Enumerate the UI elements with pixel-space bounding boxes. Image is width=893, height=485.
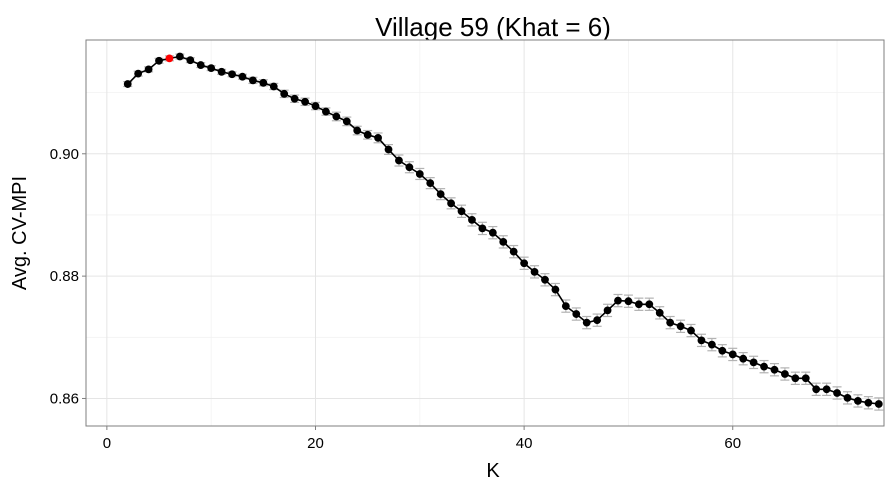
data-point (791, 374, 800, 383)
x-axis: 0 20 40 60 (103, 426, 741, 452)
data-point (186, 56, 195, 65)
data-point (207, 64, 216, 73)
data-point (426, 179, 435, 188)
data-point (676, 322, 685, 331)
x-tick-label: 60 (724, 435, 741, 452)
data-point (551, 285, 560, 294)
data-point (509, 247, 518, 256)
x-tick-label: 40 (516, 435, 533, 452)
data-point (541, 275, 549, 284)
data-point (488, 228, 497, 237)
data-point (624, 297, 633, 306)
data-point (415, 170, 424, 178)
data-point (353, 126, 362, 135)
data-point (196, 61, 205, 69)
data-points (123, 52, 883, 408)
data-point (269, 82, 278, 91)
data-point (760, 362, 768, 371)
data-point (874, 400, 883, 408)
x-tick-label: 0 (103, 435, 111, 452)
data-point (301, 97, 309, 106)
data-point (332, 112, 341, 121)
data-point (561, 302, 570, 311)
data-point (843, 393, 852, 402)
data-point (645, 300, 654, 309)
data-point (687, 326, 695, 335)
data-point (603, 306, 612, 315)
x-tick-label: 20 (307, 435, 324, 452)
data-point (833, 389, 841, 397)
data-point (770, 365, 779, 374)
data-point (311, 102, 320, 110)
data-point (457, 207, 466, 216)
data-point (322, 107, 330, 116)
data-point (728, 350, 737, 359)
data-point (707, 340, 716, 349)
data-point (781, 370, 789, 378)
chart-title: Village 59 (Khat = 6) (375, 12, 611, 42)
data-point (582, 318, 591, 327)
data-point (134, 69, 143, 78)
y-tick-label: 0.90 (50, 146, 79, 163)
data-point (249, 76, 257, 85)
data-point (436, 190, 445, 199)
data-point (593, 316, 602, 325)
data-point (447, 199, 455, 208)
data-point (384, 145, 393, 154)
data-point (655, 308, 664, 317)
data-point (697, 336, 706, 345)
data-point (739, 354, 748, 363)
data-point (614, 296, 622, 305)
data-point (155, 56, 163, 65)
y-axis: 0.86 0.88 0.90 (50, 146, 86, 407)
data-point (530, 267, 539, 276)
data-point (175, 52, 184, 61)
data-point-highlight (165, 54, 174, 63)
data-point (395, 156, 403, 165)
data-point (718, 346, 727, 355)
data-point (634, 300, 643, 309)
data-point (123, 80, 132, 88)
data-point (259, 78, 268, 87)
data-point (864, 398, 873, 407)
data-point (812, 385, 821, 394)
data-point (374, 133, 382, 142)
data-point (854, 397, 862, 405)
data-point (363, 130, 372, 139)
x-axis-title: K (486, 460, 500, 482)
data-point (666, 318, 675, 327)
y-tick-label: 0.88 (50, 268, 79, 285)
data-point (520, 259, 529, 268)
data-point (290, 94, 299, 103)
y-tick-label: 0.86 (50, 390, 79, 407)
data-point (468, 215, 476, 224)
data-point (342, 117, 351, 126)
data-point (405, 163, 414, 172)
data-point (478, 224, 487, 233)
data-point (749, 358, 758, 367)
data-point (822, 385, 831, 394)
data-point (238, 72, 247, 81)
y-axis-title: Avg. CV-MPI (9, 176, 31, 290)
data-point (228, 70, 236, 79)
plot-frame (85, 39, 885, 427)
plot-border (85, 39, 885, 427)
data-point (499, 237, 508, 246)
data-point (801, 374, 810, 383)
data-point (217, 67, 226, 76)
data-point (144, 65, 153, 74)
data-point (572, 310, 581, 318)
data-point (280, 89, 289, 98)
